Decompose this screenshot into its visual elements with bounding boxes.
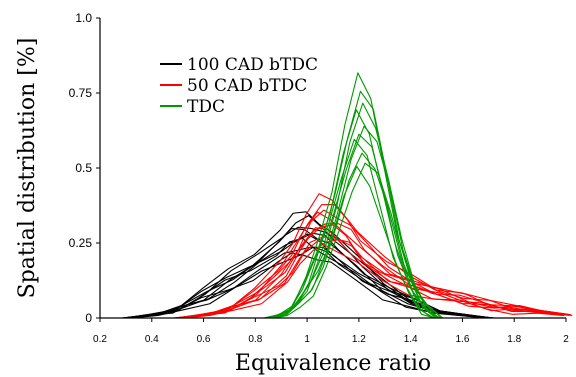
series-1 bbox=[172, 193, 573, 319]
series-0-trace-6 bbox=[121, 237, 484, 319]
x-tick-label-5: 1.2 bbox=[352, 334, 366, 345]
series-1-trace-3 bbox=[179, 204, 568, 319]
x-tick-label-2: 0.6 bbox=[197, 334, 211, 345]
x-axis-label: Equivalence ratio bbox=[235, 351, 431, 376]
x-tick-label-3: 0.8 bbox=[248, 334, 262, 345]
ticks-layer: 0.2 0.4 0.6 0.8 1 1.2 1.4 1.6 1.8 2 0 0.25 0.5 0.75 1.… bbox=[69, 11, 570, 345]
x-tick-label-8: 1.8 bbox=[507, 334, 521, 345]
series-2-trace-8 bbox=[274, 162, 444, 319]
y-tick-label-3: 0.75 bbox=[69, 86, 93, 100]
y-tick-label-4: 1.0 bbox=[75, 11, 92, 25]
series-2 bbox=[263, 72, 444, 319]
x-tick-label-4: 1 bbox=[304, 334, 310, 345]
series-1-trace-1 bbox=[175, 211, 564, 319]
legend-label-2: TDC bbox=[187, 97, 225, 117]
y-tick-label-2: 0.5 bbox=[75, 161, 92, 175]
legend-label-0: 100 CAD bTDC bbox=[187, 55, 318, 75]
series-0-trace-7 bbox=[129, 226, 493, 319]
legend-label-1: 50 CAD bTDC bbox=[187, 76, 307, 96]
y-tick-label-0: 0 bbox=[85, 311, 92, 325]
series-1-trace-7 bbox=[181, 209, 570, 319]
x-tick-label-6: 1.4 bbox=[404, 334, 418, 345]
series-0-trace-3 bbox=[127, 215, 490, 319]
y-tick-label-1: 0.25 bbox=[69, 236, 93, 250]
x-tick-label-1: 0.4 bbox=[145, 334, 159, 345]
series-1-trace-2 bbox=[180, 236, 570, 319]
x-tick-label-7: 1.6 bbox=[455, 334, 469, 345]
series-2-trace-9 bbox=[267, 72, 436, 319]
series-1-trace-9 bbox=[176, 193, 566, 319]
series-1-trace-8 bbox=[183, 238, 573, 319]
x-tick-label-0: 0.2 bbox=[93, 334, 107, 345]
series-0-trace-8 bbox=[132, 246, 495, 319]
y-axis-label: Spatial distribution [%] bbox=[15, 38, 40, 299]
curves-layer bbox=[121, 72, 573, 319]
series-1-trace-4 bbox=[175, 240, 564, 319]
x-tick-label-9: 2 bbox=[563, 334, 569, 345]
series-2-trace-7 bbox=[272, 102, 441, 319]
series-2-trace-2 bbox=[271, 152, 440, 319]
